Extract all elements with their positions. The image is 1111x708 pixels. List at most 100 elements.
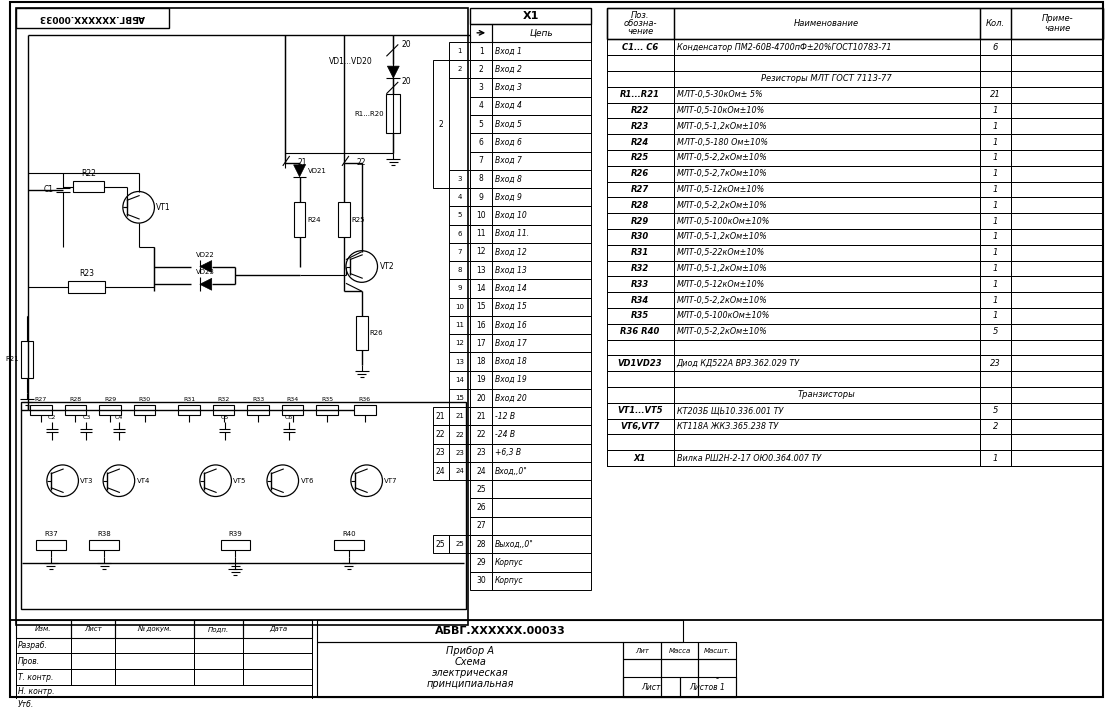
Bar bbox=[470, 353, 492, 371]
Bar bbox=[980, 198, 1011, 213]
Bar bbox=[673, 71, 980, 87]
Bar bbox=[70, 638, 114, 653]
Text: VT2: VT2 bbox=[380, 262, 394, 271]
Bar bbox=[1011, 261, 1103, 276]
Text: VT6,VT7: VT6,VT7 bbox=[620, 422, 660, 431]
Text: R27: R27 bbox=[34, 396, 47, 401]
Text: R25: R25 bbox=[352, 217, 366, 222]
Bar bbox=[680, 677, 735, 697]
Bar bbox=[293, 202, 306, 237]
Polygon shape bbox=[200, 261, 212, 273]
Text: 19: 19 bbox=[477, 375, 486, 384]
Bar bbox=[21, 401, 467, 609]
Bar bbox=[492, 170, 591, 188]
Bar bbox=[356, 316, 368, 350]
Text: МЛТ-0,5-30кОм± 5%: МЛТ-0,5-30кОм± 5% bbox=[677, 90, 762, 99]
Text: 12: 12 bbox=[477, 248, 486, 256]
Text: 10: 10 bbox=[477, 211, 486, 220]
Bar bbox=[607, 8, 673, 40]
Bar bbox=[980, 103, 1011, 118]
Text: Вход 16: Вход 16 bbox=[496, 321, 527, 329]
Text: +6,3 В: +6,3 В bbox=[496, 448, 521, 457]
Bar bbox=[623, 677, 680, 697]
Bar bbox=[607, 229, 673, 245]
Bar bbox=[470, 371, 492, 389]
Text: Вход 20: Вход 20 bbox=[496, 394, 527, 403]
Text: 30: 30 bbox=[477, 576, 486, 586]
Bar bbox=[221, 540, 250, 550]
Bar bbox=[114, 653, 194, 669]
Bar bbox=[980, 150, 1011, 166]
Text: 20: 20 bbox=[477, 394, 486, 403]
Bar bbox=[607, 387, 1103, 403]
Bar bbox=[607, 292, 673, 308]
Bar bbox=[17, 620, 70, 638]
Bar bbox=[980, 71, 1011, 87]
Bar bbox=[607, 340, 1103, 355]
Text: МЛТ-0,5-2,2кОм±10%: МЛТ-0,5-2,2кОм±10% bbox=[677, 295, 768, 304]
Bar bbox=[980, 135, 1011, 150]
Text: Вход 19: Вход 19 bbox=[496, 375, 527, 384]
Text: R32: R32 bbox=[631, 264, 649, 273]
Text: 12: 12 bbox=[456, 341, 464, 346]
Text: МЛТ-0,5-2,2кОм±10%: МЛТ-0,5-2,2кОм±10% bbox=[677, 154, 768, 162]
Bar bbox=[334, 540, 363, 550]
Bar bbox=[980, 229, 1011, 245]
Text: 1: 1 bbox=[993, 201, 998, 210]
Bar bbox=[17, 8, 169, 28]
Bar bbox=[114, 669, 194, 685]
Bar bbox=[70, 620, 114, 638]
Text: VT3: VT3 bbox=[80, 478, 94, 484]
Text: R34: R34 bbox=[631, 295, 649, 304]
Text: МЛТ-0,5-10кОм±10%: МЛТ-0,5-10кОм±10% bbox=[677, 106, 764, 115]
Bar bbox=[607, 213, 673, 229]
Bar bbox=[607, 276, 1103, 292]
Bar bbox=[1011, 8, 1103, 40]
Bar bbox=[980, 261, 1011, 276]
Bar bbox=[980, 308, 1011, 324]
Bar bbox=[607, 418, 673, 434]
Bar bbox=[492, 115, 591, 133]
Bar bbox=[673, 40, 980, 55]
Bar bbox=[1011, 182, 1103, 198]
Bar bbox=[194, 620, 243, 638]
Bar bbox=[1011, 40, 1103, 55]
Bar bbox=[64, 405, 87, 415]
Bar bbox=[17, 699, 312, 708]
Bar bbox=[449, 243, 470, 261]
Text: чание: чание bbox=[1044, 25, 1070, 33]
Text: 26: 26 bbox=[477, 503, 486, 512]
Text: МЛТ-0,5-1,2кОм±10%: МЛТ-0,5-1,2кОм±10% bbox=[677, 122, 768, 131]
Text: МЛТ-0,5-100кОм±10%: МЛТ-0,5-100кОм±10% bbox=[677, 312, 770, 321]
Text: -12 В: -12 В bbox=[496, 412, 516, 421]
Text: 14: 14 bbox=[477, 284, 486, 293]
Bar bbox=[607, 8, 1103, 40]
Text: обозна-: обозна- bbox=[623, 19, 657, 28]
Text: 1: 1 bbox=[993, 217, 998, 226]
Bar bbox=[980, 403, 1011, 418]
Bar bbox=[607, 71, 673, 87]
Bar bbox=[492, 553, 591, 571]
Bar bbox=[607, 40, 673, 55]
Bar bbox=[318, 641, 623, 697]
Bar bbox=[449, 224, 470, 243]
Text: МЛТ-0,5-1,2кОм±10%: МЛТ-0,5-1,2кОм±10% bbox=[677, 232, 768, 241]
Text: Вход 10: Вход 10 bbox=[496, 211, 527, 220]
Bar bbox=[980, 418, 1011, 434]
Bar bbox=[607, 229, 1103, 245]
Bar bbox=[980, 292, 1011, 308]
Text: Вход 9: Вход 9 bbox=[496, 193, 522, 202]
Bar bbox=[470, 8, 591, 23]
Bar bbox=[607, 245, 1103, 261]
Text: Подп.: Подп. bbox=[208, 626, 229, 632]
Text: Утб.: Утб. bbox=[18, 700, 34, 708]
Text: Резисторы МЛТ ГОСТ 7113-77: Резисторы МЛТ ГОСТ 7113-77 bbox=[761, 74, 892, 84]
Bar bbox=[1011, 150, 1103, 166]
Text: VD23: VD23 bbox=[197, 270, 216, 275]
Bar bbox=[607, 55, 673, 71]
Bar bbox=[470, 553, 492, 571]
Bar bbox=[470, 97, 492, 115]
Bar bbox=[673, 340, 980, 355]
Bar bbox=[607, 182, 1103, 198]
Bar bbox=[449, 60, 470, 79]
